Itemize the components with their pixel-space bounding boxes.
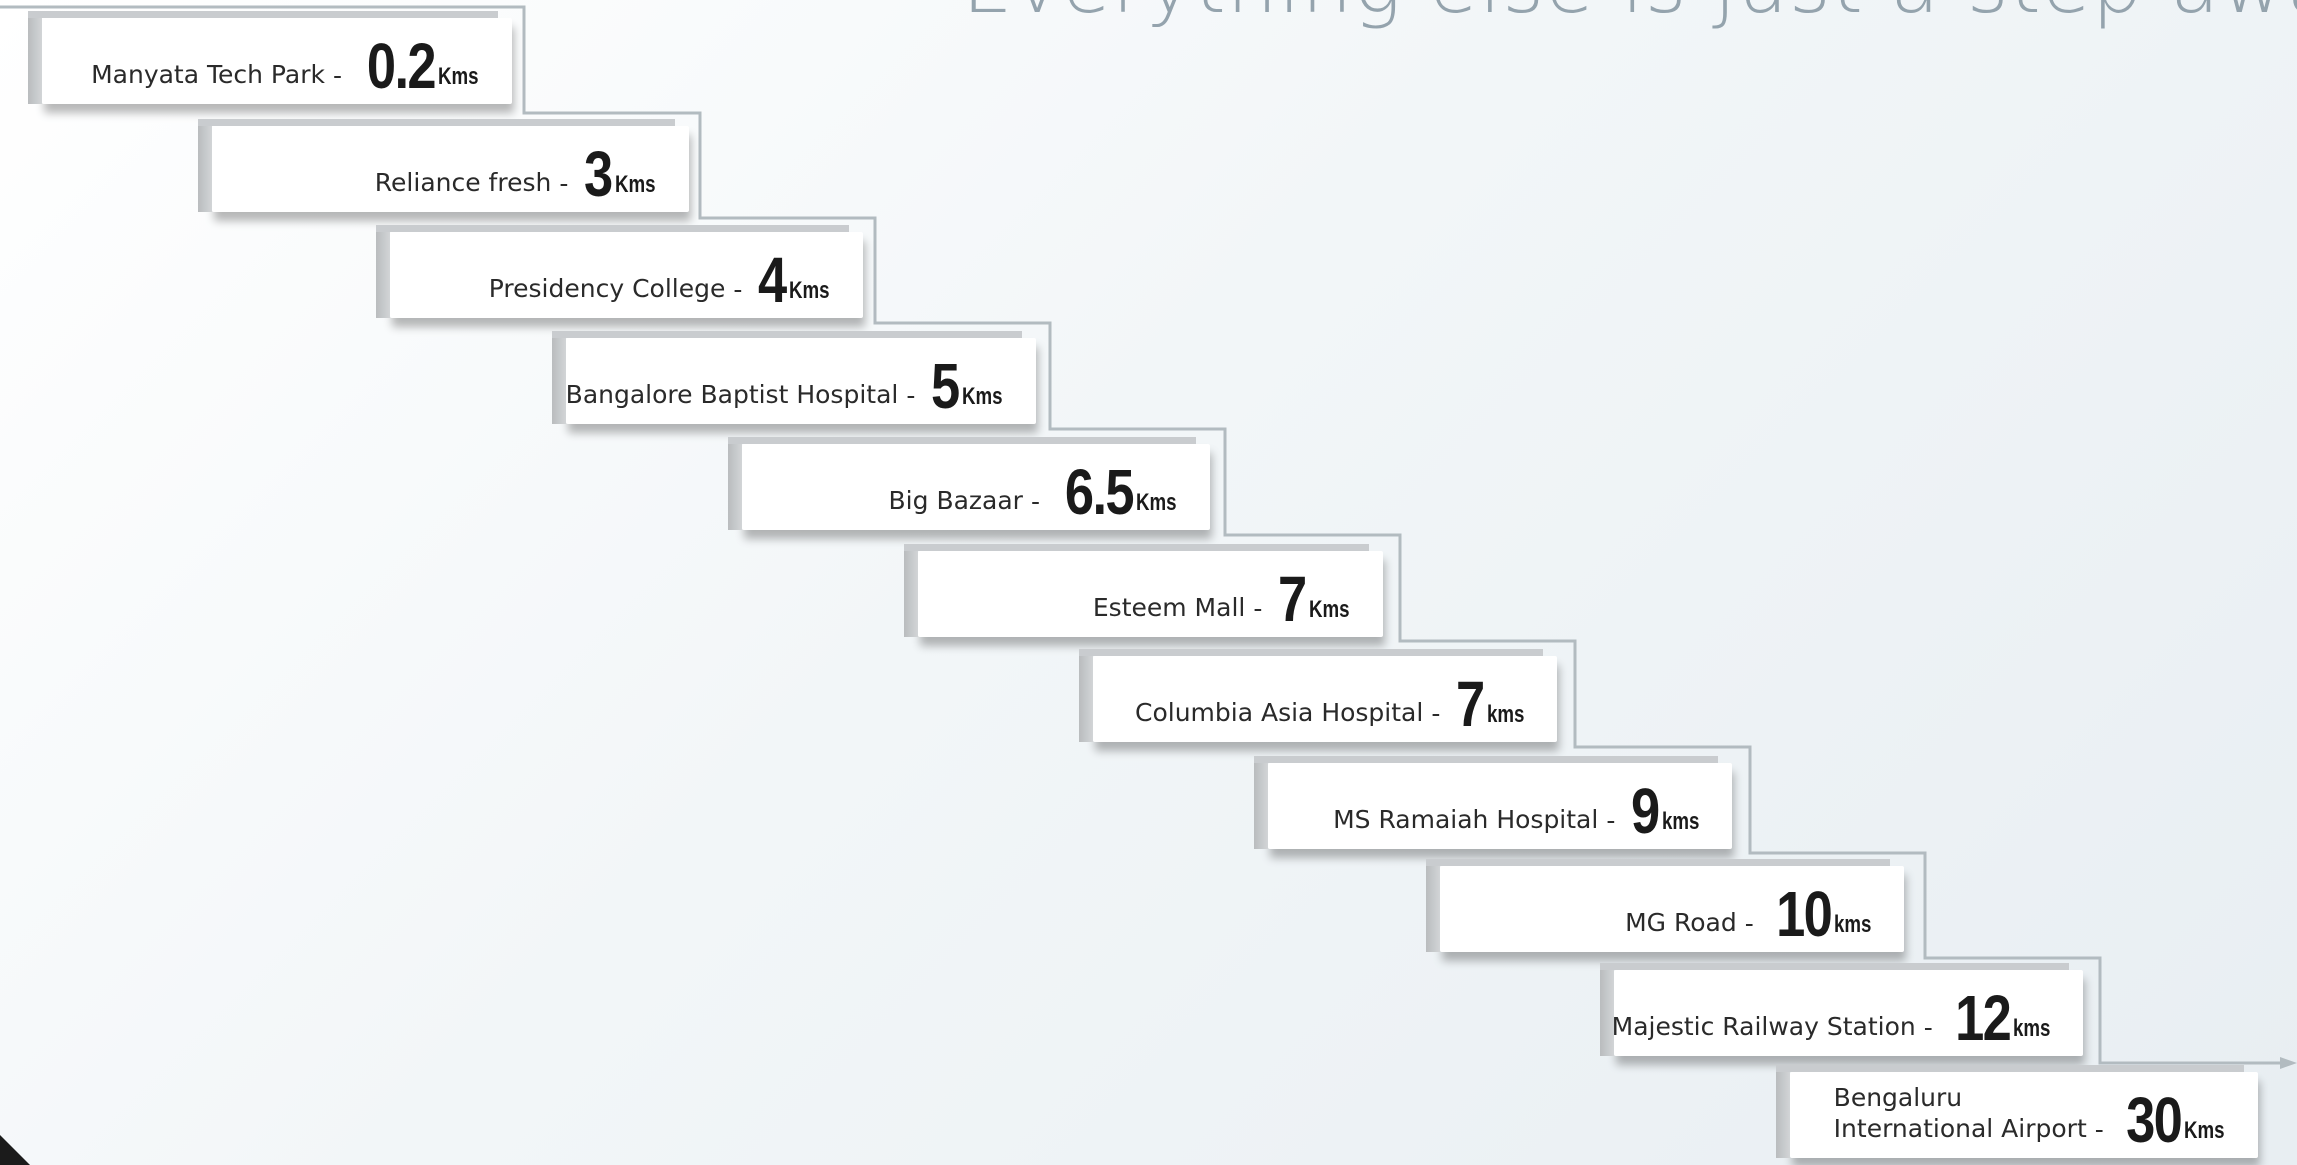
destination-name: Reliance fresh bbox=[374, 167, 552, 197]
card-top-edge bbox=[1079, 649, 1543, 656]
card-top-edge bbox=[376, 225, 849, 232]
destination-card: Bengaluru International Airport -30 Kms bbox=[1776, 1065, 2258, 1158]
destination-card: Big Bazaar -6.5 Kms bbox=[728, 437, 1210, 530]
card-content: Columbia Asia Hospital -7 kms bbox=[1135, 667, 1535, 740]
card-content: Bangalore Baptist Hospital -5 Kms bbox=[565, 349, 1014, 422]
destination-name: Manyata Tech Park bbox=[91, 59, 325, 89]
card-content: Presidency College -4 Kms bbox=[488, 243, 841, 316]
separator-dash: - bbox=[1923, 1013, 1933, 1042]
card-top-edge bbox=[728, 437, 1196, 444]
separator-dash: - bbox=[2094, 1115, 2104, 1144]
card-side-edge bbox=[728, 444, 742, 530]
distance-value: 30 bbox=[2125, 1083, 2183, 1156]
card-content: Majestic Railway Station -12 kms bbox=[1611, 981, 2061, 1054]
distance-unit: Kms bbox=[437, 63, 479, 90]
headline: Everything else is just a step away bbox=[962, 0, 2297, 31]
card-content: MG Road -10 kms bbox=[1625, 877, 1882, 950]
distance-unit: Kms bbox=[961, 383, 1003, 410]
card-top-edge bbox=[1600, 963, 2069, 970]
card-content: Esteem Mall -7 Kms bbox=[1092, 562, 1361, 635]
destination-card: Bangalore Baptist Hospital -5 Kms bbox=[552, 331, 1036, 424]
card-top-edge bbox=[904, 544, 1369, 551]
destination-card: MG Road -10 kms bbox=[1426, 859, 1904, 952]
destination-name: Majestic Railway Station bbox=[1611, 1011, 1916, 1041]
card-side-edge bbox=[1254, 763, 1268, 849]
card-side-edge bbox=[904, 551, 918, 637]
card-side-edge bbox=[376, 232, 390, 318]
card-side-edge bbox=[1776, 1072, 1790, 1158]
distance-unit: Kms bbox=[1308, 596, 1350, 623]
destination-card: Presidency College -4 Kms bbox=[376, 225, 863, 318]
card-side-edge bbox=[1426, 866, 1440, 952]
separator-dash: - bbox=[1431, 699, 1441, 728]
destination-card: Esteem Mall -7 Kms bbox=[904, 544, 1383, 637]
destination-card: Majestic Railway Station -12 kms bbox=[1600, 963, 2083, 1056]
separator-dash: - bbox=[1030, 487, 1040, 516]
staircase-path bbox=[0, 5, 2280, 1065]
destination-name: Bengaluru International Airport bbox=[1833, 1082, 2087, 1143]
card-side-edge bbox=[198, 126, 212, 212]
distance-value: 7 bbox=[1278, 562, 1307, 635]
corner-mark bbox=[0, 1135, 30, 1165]
separator-dash: - bbox=[906, 381, 916, 410]
card-content: MS Ramaiah Hospital -9 kms bbox=[1333, 774, 1710, 847]
distance-unit: Kms bbox=[1135, 489, 1177, 516]
distance-value: 12 bbox=[1954, 981, 2012, 1054]
card-content: Reliance fresh -3 Kms bbox=[374, 137, 667, 210]
card-top-edge bbox=[1426, 859, 1890, 866]
distance-unit: Kms bbox=[2183, 1117, 2225, 1144]
distance-value: 7 bbox=[1456, 667, 1485, 740]
separator-dash: - bbox=[1744, 909, 1754, 938]
distance-unit: kms bbox=[1661, 808, 1700, 835]
card-side-edge bbox=[28, 18, 42, 104]
destination-name: Big Bazaar bbox=[888, 485, 1023, 515]
destination-card: Manyata Tech Park -0.2 Kms bbox=[28, 11, 512, 104]
card-side-edge bbox=[1600, 970, 1614, 1056]
distance-value: 9 bbox=[1631, 774, 1660, 847]
card-content: Manyata Tech Park -0.2 Kms bbox=[91, 29, 490, 102]
distance-value: 0.2 bbox=[366, 29, 437, 102]
distance-unit: kms bbox=[1486, 701, 1525, 728]
card-top-edge bbox=[28, 11, 498, 18]
separator-dash: - bbox=[1253, 594, 1263, 623]
arrow-head-icon bbox=[2280, 1057, 2297, 1069]
destination-card: MS Ramaiah Hospital -9 kms bbox=[1254, 756, 1732, 849]
card-side-edge bbox=[552, 338, 566, 424]
distance-value: 10 bbox=[1775, 877, 1833, 950]
destination-name: Bangalore Baptist Hospital bbox=[565, 379, 899, 409]
card-content: Bengaluru International Airport -30 Kms bbox=[1833, 1082, 2236, 1156]
card-top-edge bbox=[1254, 756, 1718, 763]
distance-value: 4 bbox=[758, 243, 787, 316]
destination-card: Reliance fresh -3 Kms bbox=[198, 119, 689, 212]
card-content: Big Bazaar -6.5 Kms bbox=[888, 455, 1188, 528]
destination-card: Columbia Asia Hospital -7 kms bbox=[1079, 649, 1557, 742]
separator-dash: - bbox=[733, 275, 743, 304]
distance-value: 3 bbox=[584, 137, 613, 210]
distance-value: 6.5 bbox=[1064, 455, 1135, 528]
destination-name: Columbia Asia Hospital bbox=[1135, 697, 1424, 727]
card-side-edge bbox=[1079, 656, 1093, 742]
separator-dash: - bbox=[559, 169, 569, 198]
separator-dash: - bbox=[332, 61, 342, 90]
card-top-edge bbox=[1776, 1065, 2244, 1072]
distance-unit: Kms bbox=[788, 277, 830, 304]
separator-dash: - bbox=[1606, 806, 1616, 835]
destination-name: Presidency College bbox=[488, 273, 726, 303]
card-top-edge bbox=[552, 331, 1022, 338]
distance-unit: kms bbox=[2012, 1015, 2051, 1042]
destination-name: MG Road bbox=[1625, 907, 1737, 937]
card-top-edge bbox=[198, 119, 675, 126]
destination-name: Esteem Mall bbox=[1092, 592, 1246, 622]
destination-name: MS Ramaiah Hospital bbox=[1333, 804, 1599, 834]
distance-unit: kms bbox=[1833, 911, 1872, 938]
distance-value: 5 bbox=[931, 349, 960, 422]
distance-unit: Kms bbox=[614, 171, 656, 198]
